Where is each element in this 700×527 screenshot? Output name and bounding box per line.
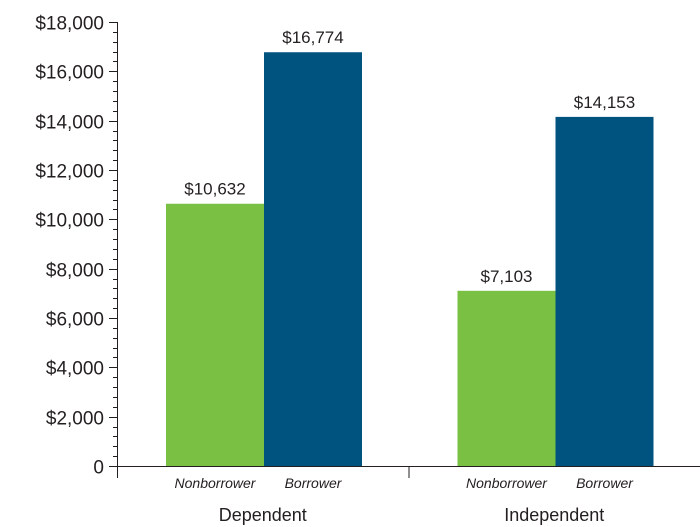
- data-label: $10,632: [184, 180, 245, 199]
- y-tick-label: $18,000: [35, 14, 104, 35]
- category-label-independent: Independent: [504, 505, 604, 525]
- y-tick-label: $14,000: [35, 113, 104, 134]
- y-tick-label: $2,000: [46, 409, 104, 430]
- y-tick-label: $6,000: [46, 310, 104, 331]
- y-tick-label: 0: [93, 458, 104, 479]
- y-tick-label: $4,000: [46, 359, 104, 380]
- bar-dependent-borrower: [264, 52, 362, 466]
- y-tick-label: $8,000: [46, 261, 104, 282]
- y-tick-label: $10,000: [35, 211, 104, 232]
- x-tick-label-borrower: Borrower: [576, 475, 634, 491]
- x-tick-label-nonborrower: Nonborrower: [466, 475, 548, 491]
- data-label: $14,153: [574, 93, 635, 112]
- bar-independent-borrower: [555, 116, 654, 466]
- x-tick-label-nonborrower: Nonborrower: [175, 475, 257, 491]
- y-tick-label: $16,000: [35, 63, 104, 84]
- y-tick-label: $12,000: [35, 162, 104, 183]
- bar-dependent-nonborrower: [166, 203, 264, 466]
- category-label-dependent: Dependent: [219, 505, 307, 525]
- x-tick-label-borrower: Borrower: [285, 475, 343, 491]
- bar-independent-nonborrower: [457, 290, 556, 466]
- data-label: $7,103: [481, 267, 533, 286]
- data-label: $16,774: [282, 28, 343, 47]
